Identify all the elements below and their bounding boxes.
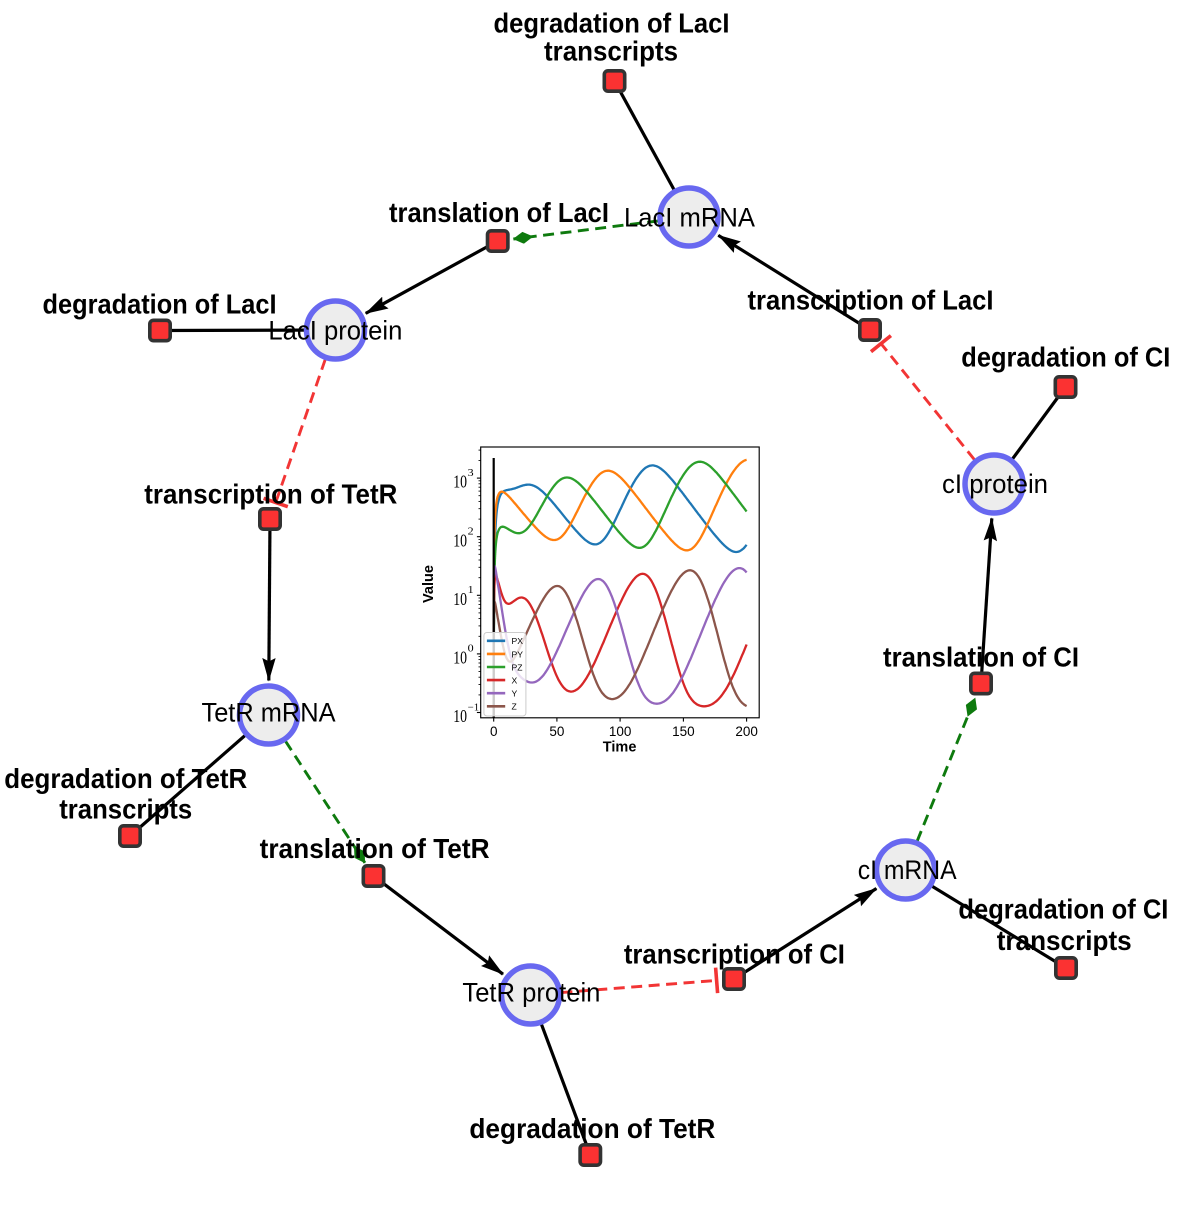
svg-text:200: 200 xyxy=(735,724,758,739)
svg-text:Y: Y xyxy=(512,689,518,699)
svg-text:translation of LacI: translation of LacI xyxy=(389,197,609,228)
svg-text:cI protein: cI protein xyxy=(942,469,1048,499)
svg-text:Z: Z xyxy=(512,702,517,712)
svg-text:cI mRNA: cI mRNA xyxy=(858,855,957,885)
svg-text:0: 0 xyxy=(490,724,498,739)
svg-text:TetR mRNA: TetR mRNA xyxy=(202,698,336,728)
svg-text:PX: PX xyxy=(512,636,524,646)
svg-text:10: 10 xyxy=(453,706,467,726)
svg-text:10: 10 xyxy=(453,589,467,609)
svg-text:translation of CI: translation of CI xyxy=(883,642,1079,673)
svg-text:10: 10 xyxy=(453,648,467,668)
svg-text:transcripts: transcripts xyxy=(59,794,192,825)
svg-text:−1: −1 xyxy=(468,702,480,713)
svg-text:3: 3 xyxy=(468,468,474,479)
svg-text:degradation of CI: degradation of CI xyxy=(961,341,1170,372)
svg-text:translation of TetR: translation of TetR xyxy=(260,833,490,864)
svg-text:1: 1 xyxy=(468,585,474,596)
svg-text:Time: Time xyxy=(603,740,637,756)
svg-text:degradation of TetR: degradation of TetR xyxy=(469,1113,715,1144)
svg-text:50: 50 xyxy=(549,724,564,739)
svg-text:degradation of CI: degradation of CI xyxy=(958,894,1168,925)
svg-text:100: 100 xyxy=(609,724,632,739)
svg-text:2: 2 xyxy=(468,527,474,538)
svg-text:Value: Value xyxy=(421,565,437,603)
svg-text:X: X xyxy=(512,676,518,686)
svg-text:transcription of CI: transcription of CI xyxy=(624,939,845,970)
svg-text:PY: PY xyxy=(512,649,524,659)
svg-text:degradation of LacI: degradation of LacI xyxy=(43,289,277,320)
svg-text:10: 10 xyxy=(453,472,467,492)
svg-text:PZ: PZ xyxy=(512,662,523,672)
svg-text:degradation of TetR: degradation of TetR xyxy=(4,763,247,794)
svg-text:transcription of TetR: transcription of TetR xyxy=(144,478,397,509)
svg-text:TetR protein: TetR protein xyxy=(462,977,600,1007)
svg-text:degradation of LacI: degradation of LacI xyxy=(494,7,730,38)
svg-text:LacI mRNA: LacI mRNA xyxy=(624,203,755,233)
svg-text:transcripts: transcripts xyxy=(997,925,1132,956)
svg-text:LacI protein: LacI protein xyxy=(268,316,402,346)
svg-text:150: 150 xyxy=(672,724,695,739)
svg-text:transcripts: transcripts xyxy=(544,35,678,66)
svg-text:10: 10 xyxy=(453,530,467,550)
svg-text:transcription of LacI: transcription of LacI xyxy=(748,285,994,316)
svg-text:0: 0 xyxy=(468,644,474,655)
